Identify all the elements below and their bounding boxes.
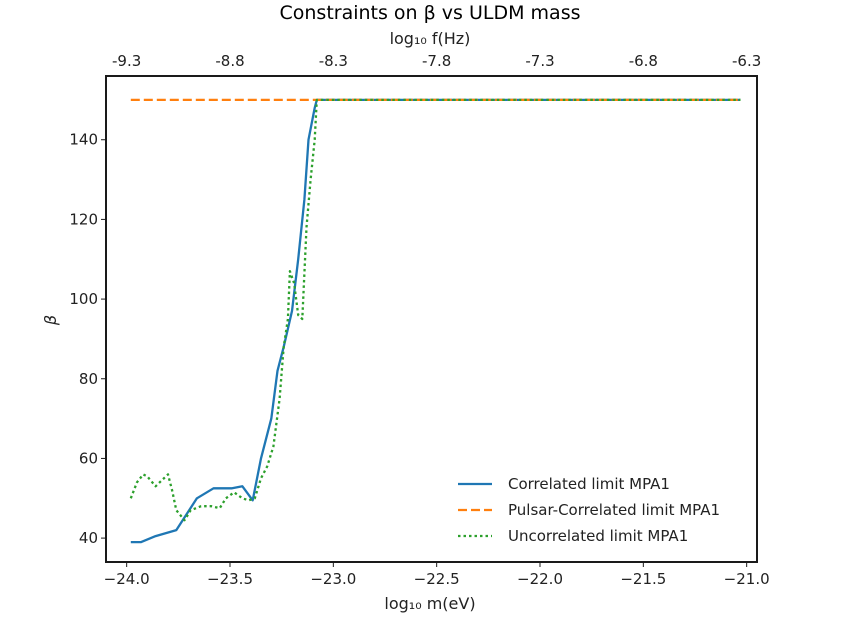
legend-label-3: Uncorrelated limit MPA1 [508,527,688,545]
series-layer [129,98,741,544]
x-tick-label: −22.0 [517,570,563,588]
y-tick-label: 140 [69,131,98,149]
top-x-tick-label: -8.3 [319,52,348,70]
y-tick-label: 100 [69,290,98,308]
top-x-tick-label: -6.3 [732,52,761,70]
top-x-tick-label: -6.8 [629,52,658,70]
x-tick-label: −21.0 [724,570,770,588]
y-axis-label: β [41,315,60,326]
legend-label-1: Correlated limit MPA1 [508,475,670,493]
y-tick-label: 60 [79,449,98,467]
top-x-axis-label: log₁₀ f(Hz) [390,29,471,48]
plot-frame [105,75,758,563]
legend: Correlated limit MPA1 Pulsar-Correlated l… [458,475,720,545]
top-x-tick-label: -9.3 [112,52,141,70]
x-tick-label: −22.5 [414,570,460,588]
legend-label-2: Pulsar-Correlated limit MPA1 [508,501,720,519]
x-tick-label: −23.5 [207,570,253,588]
y-tick-label: 80 [79,370,98,388]
y-tick-label: 40 [79,529,98,547]
top-x-tick-label: -7.3 [525,52,554,70]
x-tick-label: −23.0 [310,570,356,588]
x-tick-label: −21.5 [620,570,666,588]
series-line-3 [129,98,741,522]
y-tick-label: 120 [69,210,98,228]
chart-title: Constraints on β vs ULDM mass [279,2,580,24]
top-x-tick-label: -7.8 [422,52,451,70]
x-tick-label: −24.0 [104,570,150,588]
x-axis-label: log₁₀ m(eV) [384,594,475,613]
ticks-layer: −24.0 −23.5 −23.0 −22.5 −22.0 −21.5 −21.0 -9.3 -… [69,52,769,588]
top-x-tick-label: -8.8 [215,52,244,70]
